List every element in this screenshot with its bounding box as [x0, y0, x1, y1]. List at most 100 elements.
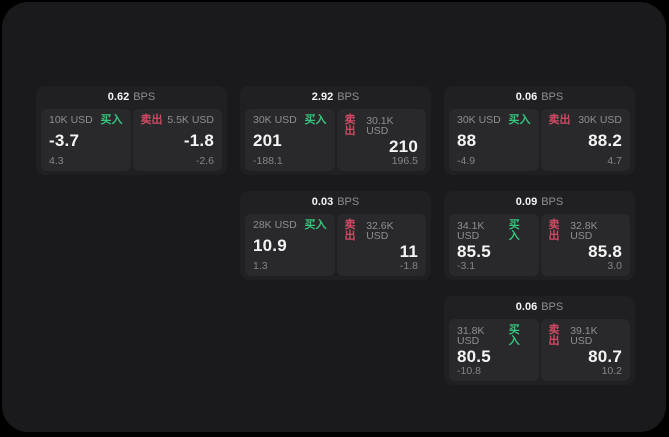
spread-card: 2.92 BPS 30K USD 买入 201 -188.1 卖出 30.1K … [240, 86, 431, 175]
sell-tag: 卖出 [548, 324, 560, 347]
sell-tag: 卖出 [548, 114, 571, 126]
buy-price: 80.5 [457, 346, 491, 366]
sell-size: 39.1K USD [570, 324, 598, 347]
spread-card: 0.62 BPS 10K USD 买入 -3.7 4.3 卖出 5.5K USD… [36, 86, 227, 175]
bps-unit-label: BPS [541, 196, 564, 208]
spread-card: 0.06 BPS 31.8K USD 买入 80.5 -10.8 卖出 39.1… [444, 296, 635, 385]
sell-quote-tile[interactable]: 卖出 30K USD 88.2 4.7 [540, 109, 630, 171]
main-panel: 0.62 BPS 10K USD 买入 -3.7 4.3 卖出 5.5K USD… [2, 2, 666, 432]
bps-value: 0.62 [107, 91, 130, 103]
card-body: 34.1K USD 买入 85.5 -3.1 卖出 32.8K USD 85.8… [449, 214, 630, 276]
sell-change: -2.6 [195, 154, 214, 167]
card-header: 0.09 BPS [449, 191, 630, 214]
card-body: 30K USD 买入 201 -188.1 卖出 30.1K USD 210 1… [245, 109, 426, 171]
bps-unit-label: BPS [337, 91, 360, 103]
buy-tag: 买入 [508, 324, 520, 347]
card-body: 30K USD 买入 88 -4.9 卖出 30K USD 88.2 4.7 [449, 109, 630, 171]
sell-tile-top: 卖出 30.1K USD [345, 115, 419, 137]
buy-price: 201 [253, 131, 282, 151]
sell-tile-top: 卖出 39.1K USD [549, 325, 623, 347]
card-body: 10K USD 买入 -3.7 4.3 卖出 5.5K USD -1.8 -2.… [41, 109, 222, 171]
card-body: 28K USD 买入 10.9 1.3 卖出 32.6K USD 11 -1.8 [245, 214, 426, 276]
bps-value: 2.92 [311, 91, 334, 103]
buy-tag: 买入 [508, 114, 531, 126]
sell-tile-top: 卖出 32.8K USD [549, 220, 623, 242]
buy-tile-top: 30K USD 买入 [253, 115, 327, 126]
buy-quote-tile[interactable]: 30K USD 买入 88 -4.9 [449, 109, 539, 171]
sell-price: -1.8 [183, 131, 214, 151]
buy-price: 85.5 [457, 241, 491, 261]
card-header: 2.92 BPS [245, 86, 426, 109]
bps-value: 0.09 [515, 196, 538, 208]
bps-unit-label: BPS [133, 91, 156, 103]
buy-quote-tile[interactable]: 30K USD 买入 201 -188.1 [245, 109, 335, 171]
sell-tag: 卖出 [548, 219, 560, 242]
bps-unit-label: BPS [541, 91, 564, 103]
sell-price: 88.2 [588, 131, 622, 151]
buy-size: 10K USD [49, 114, 93, 127]
buy-quote-tile[interactable]: 28K USD 买入 10.9 1.3 [245, 214, 335, 276]
buy-tile-top: 34.1K USD 买入 [457, 220, 531, 242]
card-header: 0.62 BPS [41, 86, 222, 109]
sell-quote-tile[interactable]: 卖出 32.6K USD 11 -1.8 [336, 214, 426, 276]
buy-change: -188.1 [253, 154, 283, 167]
card-header: 0.06 BPS [449, 86, 630, 109]
sell-size: 5.5K USD [167, 114, 214, 127]
sell-price: 11 [399, 241, 418, 261]
spread-card: 0.06 BPS 30K USD 买入 88 -4.9 卖出 30K USD 8… [444, 86, 635, 175]
buy-change: 4.3 [49, 154, 64, 167]
buy-quote-tile[interactable]: 31.8K USD 买入 80.5 -10.8 [449, 319, 539, 381]
buy-quote-tile[interactable]: 10K USD 买入 -3.7 4.3 [41, 109, 131, 171]
sell-tag: 卖出 [344, 219, 356, 242]
buy-quote-tile[interactable]: 34.1K USD 买入 85.5 -3.1 [449, 214, 539, 276]
sell-size: 30K USD [578, 114, 622, 127]
sell-quote-tile[interactable]: 卖出 30.1K USD 210 196.5 [336, 109, 426, 171]
spread-card: 0.03 BPS 28K USD 买入 10.9 1.3 卖出 32.6K US… [240, 191, 431, 280]
buy-size: 28K USD [253, 219, 297, 232]
buy-price: 88 [457, 131, 477, 151]
sell-tag: 卖出 [140, 114, 163, 126]
cards-grid: 0.62 BPS 10K USD 买入 -3.7 4.3 卖出 5.5K USD… [36, 86, 635, 385]
buy-tag: 买入 [304, 219, 327, 231]
sell-change: 3.0 [607, 259, 622, 272]
buy-size: 34.1K USD [457, 219, 485, 242]
card-header: 0.06 BPS [449, 296, 630, 319]
sell-price: 210 [389, 136, 418, 156]
bps-unit-label: BPS [541, 301, 564, 313]
buy-size: 30K USD [457, 114, 501, 127]
buy-tile-top: 28K USD 买入 [253, 220, 327, 231]
bps-value: 0.06 [515, 91, 538, 103]
card-header: 0.03 BPS [245, 191, 426, 214]
buy-price: -3.7 [49, 131, 80, 151]
sell-tile-top: 卖出 30K USD [549, 115, 623, 126]
sell-price: 85.8 [588, 241, 622, 261]
sell-size: 30.1K USD [366, 114, 394, 137]
buy-price: 10.9 [253, 236, 287, 256]
buy-tag: 买入 [508, 219, 520, 242]
sell-change: -1.8 [399, 259, 418, 272]
sell-price: 80.7 [588, 346, 622, 366]
sell-quote-tile[interactable]: 卖出 32.8K USD 85.8 3.0 [540, 214, 630, 276]
sell-quote-tile[interactable]: 卖出 5.5K USD -1.8 -2.6 [132, 109, 222, 171]
sell-change: 196.5 [391, 154, 418, 167]
bps-value: 0.06 [515, 301, 538, 313]
buy-change: -3.1 [457, 259, 476, 272]
buy-change: -4.9 [457, 154, 476, 167]
sell-change: 10.2 [601, 364, 622, 377]
sell-tile-top: 卖出 32.6K USD [345, 220, 419, 242]
buy-change: 1.3 [253, 259, 268, 272]
buy-tag: 买入 [100, 114, 123, 126]
buy-tile-top: 31.8K USD 买入 [457, 325, 531, 347]
bps-value: 0.03 [311, 196, 334, 208]
sell-change: 4.7 [607, 154, 622, 167]
buy-size: 31.8K USD [457, 324, 485, 347]
sell-size: 32.8K USD [570, 219, 598, 242]
spread-card: 0.09 BPS 34.1K USD 买入 85.5 -3.1 卖出 32.8K… [444, 191, 635, 280]
sell-tag: 卖出 [344, 114, 356, 137]
sell-quote-tile[interactable]: 卖出 39.1K USD 80.7 10.2 [540, 319, 630, 381]
sell-tile-top: 卖出 5.5K USD [141, 115, 215, 126]
sell-size: 32.6K USD [366, 219, 394, 242]
buy-size: 30K USD [253, 114, 297, 127]
card-body: 31.8K USD 买入 80.5 -10.8 卖出 39.1K USD 80.… [449, 319, 630, 381]
